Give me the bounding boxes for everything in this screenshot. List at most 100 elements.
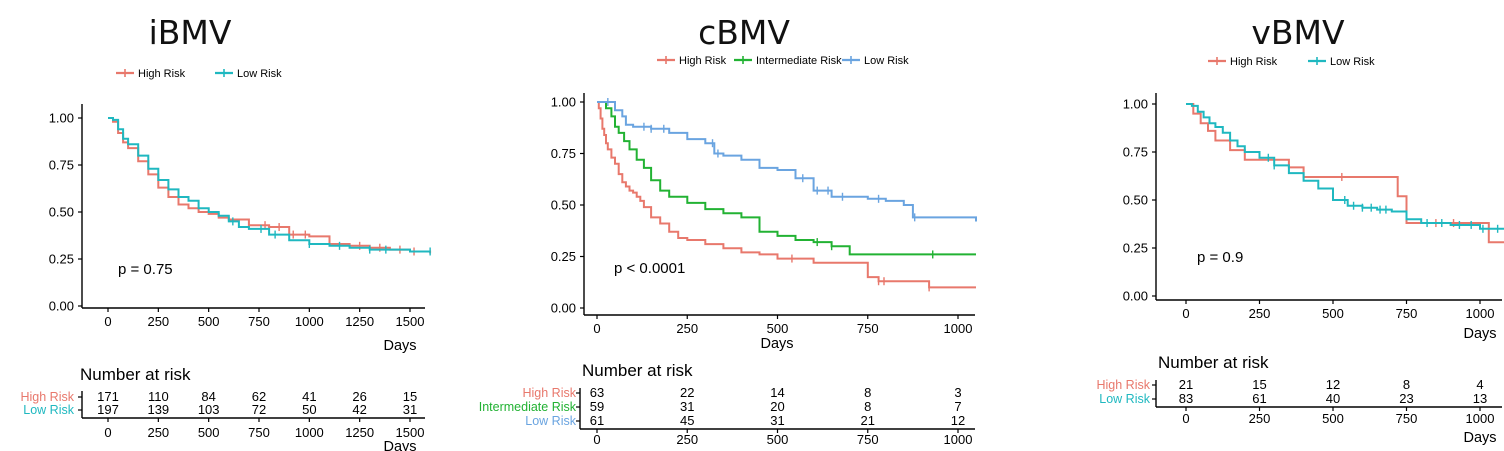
risk-count: 12: [1326, 377, 1340, 392]
y-tick-label: 0.25: [49, 252, 74, 267]
risk-x-tick-label: 250: [676, 432, 698, 447]
y-tick-label: 0.00: [551, 301, 576, 316]
risk-table: Number at risk High Risk 21 15 12 8 4 Low Risk 8…: [1097, 353, 1502, 446]
risk-count: 7: [954, 399, 961, 414]
risk-x-tick-label: 0: [593, 432, 600, 447]
risk-x-tick-label: 0: [104, 425, 111, 440]
risk-count: 3: [954, 385, 961, 400]
risk-count: 8: [864, 399, 871, 414]
legend-label: Low Risk: [864, 55, 909, 67]
legend-label: High Risk: [1230, 56, 1278, 68]
risk-table: Number at risk High Risk 63 22 14 8 3 Intermedi…: [479, 361, 975, 447]
risk-count: 42: [352, 402, 366, 417]
survival-curve: [597, 101, 977, 222]
risk-table-title: Number at risk: [582, 361, 693, 380]
risk-count: 13: [1473, 391, 1487, 406]
y-tick-label: 1.00: [551, 95, 576, 110]
risk-table-title: Number at risk: [1158, 353, 1269, 372]
risk-count: 12: [951, 413, 965, 428]
risk-count: 8: [1403, 377, 1410, 392]
y-tick-label: 1.00: [49, 111, 74, 126]
risk-x-tick-label: 500: [767, 432, 789, 447]
risk-count: 41: [302, 389, 316, 404]
y-tick-label: 0.25: [1123, 241, 1148, 256]
risk-table-title: Number at risk: [80, 365, 191, 384]
risk-count: 62: [252, 389, 266, 404]
risk-count: 20: [770, 399, 784, 414]
risk-x-tick-label: 250: [1249, 411, 1271, 426]
x-tick-label: 0: [593, 321, 600, 336]
chart-title: vBMV: [1251, 13, 1345, 52]
y-tick-label: 0.50: [49, 205, 74, 220]
risk-count: 23: [1399, 391, 1413, 406]
risk-count: 21: [861, 413, 875, 428]
risk-count: 31: [680, 399, 694, 414]
legend: High Risk Low Risk: [116, 68, 282, 80]
risk-count: 22: [680, 385, 694, 400]
risk-x-tick-label: 1250: [345, 425, 374, 440]
x-tick-label: 1500: [396, 314, 425, 329]
risk-x-tick-label: 250: [147, 425, 169, 440]
risk-x-tick-label: 1000: [944, 432, 973, 447]
risk-row-group-label: High Risk: [523, 386, 577, 400]
survival-curve: [108, 117, 431, 253]
risk-count: 103: [198, 402, 220, 417]
risk-x-tick-label: 750: [1396, 411, 1418, 426]
legend-label: Low Risk: [1330, 56, 1375, 68]
risk-count: 14: [770, 385, 784, 400]
x-axis-label: Days: [383, 338, 416, 354]
risk-count: 63: [590, 385, 604, 400]
y-tick-label: 0.75: [49, 158, 74, 173]
risk-count: 31: [403, 402, 417, 417]
x-axis-label: Days: [760, 336, 793, 352]
y-tick-label: 0.00: [49, 299, 74, 314]
y-tick-label: 0.00: [1123, 289, 1148, 304]
risk-x-tick-label: 750: [248, 425, 270, 440]
legend-label: High Risk: [138, 68, 186, 80]
legend: High Risk Intermediate Risk Low Risk: [657, 55, 909, 67]
risk-table-x-label: Days: [383, 439, 416, 451]
risk-count: 171: [97, 389, 119, 404]
x-tick-label: 750: [1396, 306, 1418, 321]
risk-count: 61: [590, 413, 604, 428]
p-value: p = 0.75: [118, 261, 173, 278]
risk-x-tick-label: 750: [857, 432, 879, 447]
legend-label: Intermediate Risk: [756, 55, 842, 67]
x-tick-label: 1000: [944, 321, 973, 336]
risk-count: 15: [403, 389, 417, 404]
risk-x-tick-label: 1000: [295, 425, 324, 440]
risk-count: 50: [302, 402, 316, 417]
x-tick-label: 1250: [345, 314, 374, 329]
risk-x-tick-label: 1500: [396, 425, 425, 440]
x-tick-label: 250: [676, 321, 698, 336]
risk-count: 4: [1476, 377, 1483, 392]
risk-count: 40: [1326, 391, 1340, 406]
p-value: p < 0.0001: [614, 260, 685, 277]
risk-row-group-label: High Risk: [1097, 378, 1151, 392]
risk-row-group-label: Low Risk: [525, 414, 576, 428]
legend: High Risk Low Risk: [1208, 56, 1375, 68]
y-tick-label: 0.50: [551, 198, 576, 213]
y-tick-label: 1.00: [1123, 97, 1148, 112]
risk-count: 15: [1252, 377, 1266, 392]
risk-count: 31: [770, 413, 784, 428]
risk-count: 139: [147, 402, 169, 417]
risk-row-group-label: Intermediate Risk: [479, 400, 577, 414]
risk-x-tick-label: 0: [1182, 411, 1189, 426]
risk-count: 197: [97, 402, 119, 417]
y-tick-label: 0.75: [551, 146, 576, 161]
legend-label: Low Risk: [237, 68, 282, 80]
risk-count: 72: [252, 402, 266, 417]
risk-count: 26: [352, 389, 366, 404]
x-tick-label: 750: [857, 321, 879, 336]
risk-count: 21: [1179, 377, 1193, 392]
risk-x-tick-label: 500: [1322, 411, 1344, 426]
survival-curve: [1186, 103, 1504, 244]
p-value: p = 0.9: [1197, 249, 1243, 266]
risk-count: 110: [148, 389, 169, 404]
y-tick-label: 0.50: [1123, 193, 1148, 208]
risk-x-tick-label: 500: [198, 425, 220, 440]
